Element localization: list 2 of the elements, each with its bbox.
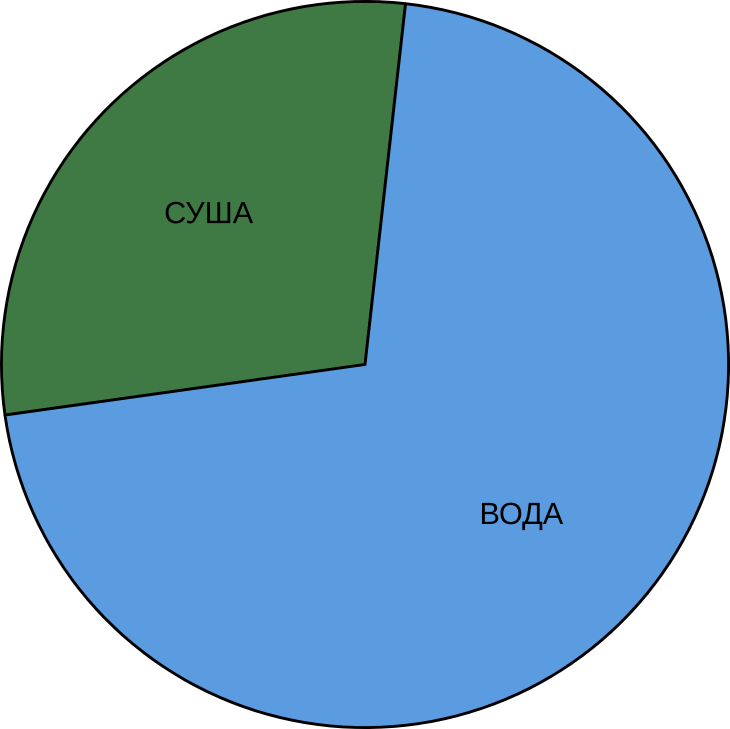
slice-label: СУША	[166, 202, 254, 224]
slice-label: ВОДА	[482, 502, 564, 530]
